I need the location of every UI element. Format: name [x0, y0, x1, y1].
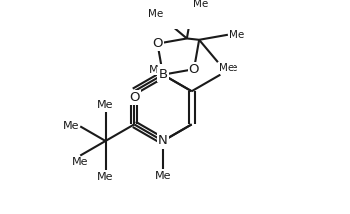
Text: Me: Me — [219, 63, 234, 73]
Text: Me: Me — [229, 30, 244, 40]
Text: Me: Me — [148, 9, 163, 18]
Text: O: O — [189, 63, 199, 76]
Text: Me: Me — [63, 121, 79, 131]
Text: O: O — [129, 91, 140, 104]
Text: N: N — [158, 134, 168, 147]
Text: Me: Me — [97, 100, 114, 110]
Text: Me: Me — [148, 65, 165, 75]
Text: O: O — [152, 37, 163, 50]
Text: Me: Me — [193, 0, 208, 9]
Text: Me: Me — [97, 172, 114, 182]
Text: Me: Me — [72, 157, 89, 167]
Text: B: B — [159, 68, 168, 81]
Text: Me: Me — [155, 171, 171, 181]
Text: N: N — [158, 134, 168, 147]
Text: Me: Me — [222, 63, 238, 73]
